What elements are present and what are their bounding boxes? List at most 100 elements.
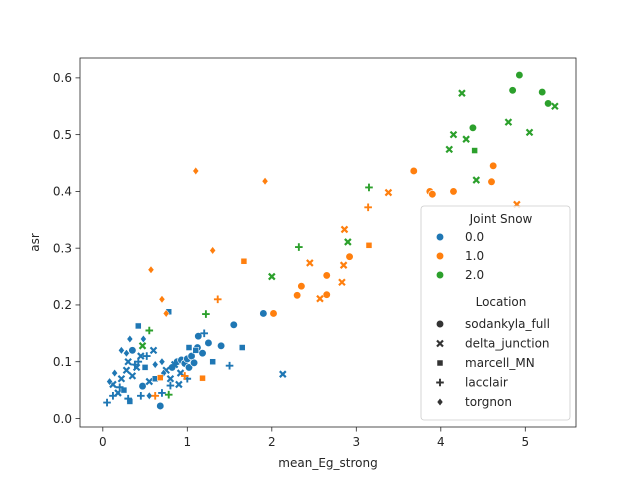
legend-style-marker-4 xyxy=(436,397,444,407)
data-point-0-61 xyxy=(126,334,134,344)
data-point-0-31 xyxy=(175,380,183,389)
data-point-2-19 xyxy=(202,310,210,318)
data-point-2-13 xyxy=(504,118,513,126)
legend-style-label-4: torgnon xyxy=(465,395,512,409)
data-point-2-16 xyxy=(471,147,478,154)
data-point-1-14 xyxy=(339,261,348,269)
data-point-0-56 xyxy=(225,361,234,370)
legend-hue-entries: 0.0 1.0 2.0 xyxy=(435,230,484,282)
data-point-2-4 xyxy=(543,99,553,108)
data-point-1-21 xyxy=(240,257,248,265)
data-point-1-0 xyxy=(293,291,302,300)
data-point-1-28 xyxy=(158,295,166,304)
data-point-0-47 xyxy=(124,394,132,403)
legend-style-label-2: marcell_MN xyxy=(465,356,535,370)
legend-hue-marker-0 xyxy=(435,232,445,242)
data-point-2-14 xyxy=(525,128,534,137)
x-tick-label-3: 3 xyxy=(352,435,360,449)
y-axis-label: asr xyxy=(28,233,42,252)
data-point-1-5 xyxy=(409,166,418,176)
data-point-0-65 xyxy=(158,357,166,366)
data-point-0-46 xyxy=(115,383,124,392)
legend-hue-label-2: 2.0 xyxy=(465,268,484,282)
legend-hue-marker-1 xyxy=(435,251,445,261)
data-point-1-4 xyxy=(345,252,354,261)
data-point-0-26 xyxy=(145,377,154,386)
legend-hue-label-0: 0.0 xyxy=(465,230,484,244)
data-point-1-25 xyxy=(213,295,222,304)
legend-hue-title: Joint Snow xyxy=(469,212,533,226)
data-point-0-57 xyxy=(106,377,113,386)
plot-frame xyxy=(79,57,577,428)
data-point-0-64 xyxy=(151,360,159,369)
data-point-0-63 xyxy=(145,391,153,400)
data-point-2-6 xyxy=(268,272,276,281)
data-point-1-12 xyxy=(316,294,324,303)
data-point-1-32 xyxy=(261,176,269,186)
data-point-1-30 xyxy=(192,166,200,176)
data-point-2-7 xyxy=(344,238,352,246)
legend-style-title: Location xyxy=(476,295,527,309)
x-tick-label-2: 2 xyxy=(268,435,276,449)
x-axis-label: mean_Eg_strong xyxy=(278,456,377,470)
data-point-1-1 xyxy=(297,282,306,291)
points-layer xyxy=(103,70,559,411)
data-point-1-11 xyxy=(269,309,278,318)
data-point-2-3 xyxy=(538,87,547,97)
legend-hue-label-1: 1.0 xyxy=(465,249,484,263)
data-point-1-17 xyxy=(384,188,393,197)
data-point-0-20 xyxy=(117,374,126,383)
data-point-2-18 xyxy=(164,390,173,399)
data-point-0-36 xyxy=(135,322,142,330)
data-point-0-27 xyxy=(149,346,158,355)
data-point-0-13 xyxy=(198,349,207,358)
legend-style-label-1: delta_junction xyxy=(465,337,550,351)
legend-style-marker-0 xyxy=(435,319,445,329)
data-point-2-0 xyxy=(468,123,478,132)
data-point-0-49 xyxy=(134,357,143,366)
data-point-1-13 xyxy=(306,259,314,267)
data-point-1-26 xyxy=(364,203,372,212)
data-point-2-2 xyxy=(515,70,524,80)
data-point-0-62 xyxy=(140,334,147,344)
legend-style-entries: sodankyla_full delta_junction marcell_MNla… xyxy=(435,317,550,409)
data-point-0-66 xyxy=(160,368,167,378)
data-point-0-40 xyxy=(185,344,193,351)
data-point-1-16 xyxy=(340,225,349,234)
data-point-1-3 xyxy=(322,271,331,280)
x-tick-label-5: 5 xyxy=(521,435,529,449)
y-tick-label-0: 0.0 xyxy=(53,412,72,426)
data-point-1-31 xyxy=(209,246,216,255)
legend-style-label-3: lacclair xyxy=(465,376,508,390)
data-point-0-21 xyxy=(122,366,131,375)
data-point-1-15 xyxy=(338,278,346,287)
legend: Joint Snow 0.0 1.0 2.0 Location sodankyla_… xyxy=(420,205,571,421)
data-point-0-22 xyxy=(124,357,132,366)
data-point-0-52 xyxy=(158,389,166,397)
data-point-0-51 xyxy=(142,352,151,360)
data-point-0-59 xyxy=(118,346,125,355)
y-tick-label-5: 0.5 xyxy=(53,128,72,142)
y-tick-label-1: 0.1 xyxy=(53,355,72,369)
data-point-2-8 xyxy=(445,145,454,154)
x-tick-label-0: 0 xyxy=(99,435,107,449)
data-point-1-10 xyxy=(489,161,498,171)
data-point-1-2 xyxy=(322,290,331,299)
data-point-1-8 xyxy=(449,187,458,196)
data-point-2-9 xyxy=(449,130,458,139)
data-point-2-1 xyxy=(508,86,517,95)
data-point-0-16 xyxy=(229,320,238,329)
data-point-0-44 xyxy=(103,398,111,407)
data-point-0-55 xyxy=(200,329,209,338)
data-point-1-7 xyxy=(428,190,437,199)
data-point-1-27 xyxy=(147,265,155,274)
data-point-0-45 xyxy=(109,391,117,400)
data-point-0-10 xyxy=(189,358,199,368)
data-point-0-43 xyxy=(238,344,246,351)
data-point-0-17 xyxy=(259,309,268,318)
data-point-0-12 xyxy=(194,332,203,341)
legend-style-marker-1 xyxy=(436,339,444,348)
data-point-2-17 xyxy=(145,326,154,335)
legend-frame xyxy=(420,205,571,421)
